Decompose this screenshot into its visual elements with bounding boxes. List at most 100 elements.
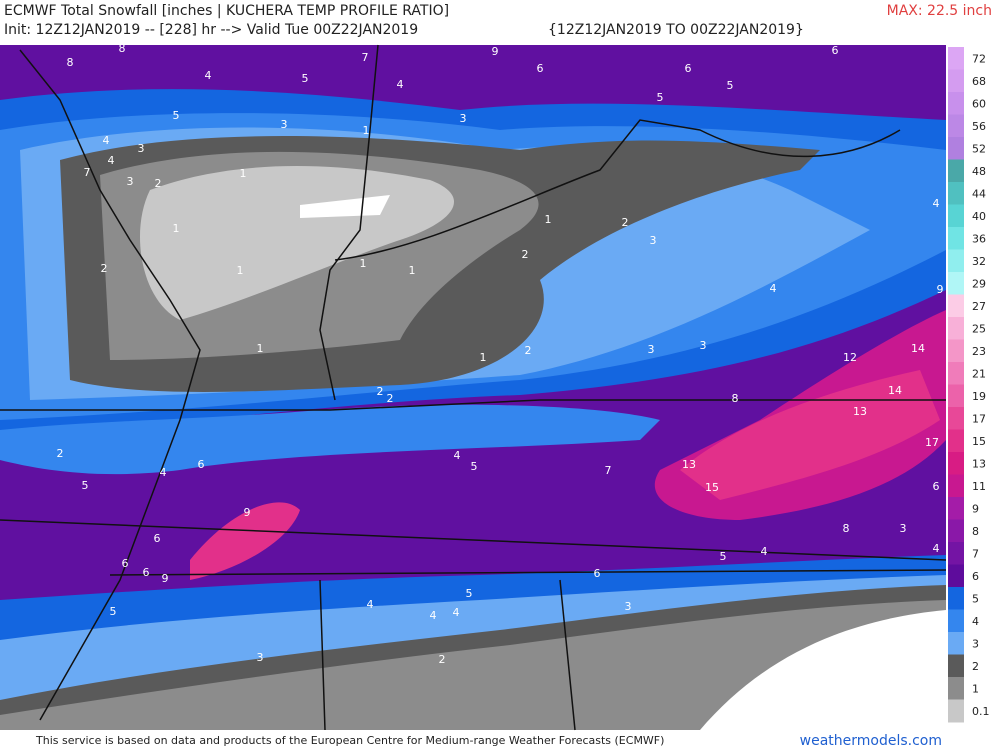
colorbar-label: 17: [972, 412, 986, 425]
contour-label: 3: [900, 522, 907, 535]
colorbar-swatch: [948, 587, 964, 610]
colorbar: 7268605652484440363229272523211917151311…: [948, 47, 990, 723]
contour-label: 17: [925, 436, 939, 449]
colorbar-label: 9: [972, 502, 979, 515]
contour-label: 2: [525, 344, 532, 357]
colorbar-swatch: [948, 699, 964, 723]
contour-label: 3: [127, 175, 134, 188]
contour-label: 4: [205, 69, 212, 82]
colorbar-label: 56: [972, 120, 986, 133]
contour-label: 14: [911, 342, 925, 355]
colorbar-label: 1: [972, 682, 979, 695]
contour-label: 4: [367, 598, 374, 611]
contour-label: 5: [110, 605, 117, 618]
colorbar-swatch: [948, 362, 964, 385]
contour-label: 4: [453, 606, 460, 619]
colorbar-swatch: [948, 114, 964, 138]
contour-label: 6: [594, 567, 601, 580]
contour-label: 7: [84, 166, 91, 179]
colorbar-label: 27: [972, 300, 986, 313]
contour-label: 1: [257, 342, 264, 355]
colorbar-label: 32: [972, 255, 986, 268]
colorbar-swatch: [948, 339, 964, 363]
contour-label: 6: [122, 557, 129, 570]
colorbar-label: 44: [972, 187, 986, 200]
contour-label: 3: [650, 234, 657, 247]
colorbar-swatch: [948, 92, 964, 115]
contour-label: 2: [101, 262, 108, 275]
colorbar-swatch: [948, 384, 964, 408]
contour-label: 7: [362, 51, 369, 64]
colorbar-swatch: [948, 272, 964, 295]
contour-label: 4: [430, 609, 437, 622]
contour-label: 5: [302, 72, 309, 85]
colorbar-label: 52: [972, 142, 986, 155]
contour-label: 12: [843, 351, 857, 364]
contour-label: 4: [933, 197, 940, 210]
contour-label: 6: [143, 566, 150, 579]
contour-label: 2: [155, 177, 162, 190]
contour-label: 4: [108, 154, 115, 167]
contour-label: 4: [160, 466, 167, 479]
colorbar-swatch: [948, 474, 964, 498]
colorbar-label: 3: [972, 637, 979, 650]
contour-label: 3: [625, 600, 632, 613]
colorbar-swatch: [948, 497, 964, 520]
colorbar-swatch: [948, 137, 964, 160]
colorbar-label: 29: [972, 277, 986, 290]
colorbar-label: 7: [972, 547, 979, 560]
contour-label: 5: [727, 79, 734, 92]
colorbar-label: 4: [972, 615, 979, 628]
colorbar-label: 6: [972, 570, 979, 583]
colorbar-label: 19: [972, 390, 986, 403]
title: ECMWF Total Snowfall [inches | KUCHERA T…: [4, 3, 450, 19]
contour-label: 1: [363, 124, 370, 137]
colorbar-swatch: [948, 609, 964, 633]
colorbar-label: 5: [972, 592, 979, 605]
contour-label: 1: [480, 351, 487, 364]
colorbar-label: 72: [972, 52, 986, 65]
colorbar-swatch: [948, 204, 964, 228]
colorbar-swatch: [948, 519, 964, 543]
contour-label: 3: [257, 651, 264, 664]
colorbar-label: 48: [972, 165, 986, 178]
contour-label: 6: [685, 62, 692, 75]
colorbar-label: 68: [972, 75, 986, 88]
contour-label: 1: [237, 264, 244, 277]
colorbar-label: 40: [972, 210, 986, 223]
footer-note: This service is based on data and produc…: [35, 734, 664, 747]
colorbar-label: 2: [972, 660, 979, 673]
colorbar-label: 36: [972, 232, 986, 245]
contour-label: 1: [240, 167, 247, 180]
colorbar-swatch: [948, 429, 964, 453]
contour-label: 15: [705, 481, 719, 494]
contour-label: 13: [853, 405, 867, 418]
contour-label: 13: [682, 458, 696, 471]
period: {12Z12JAN2019 TO 00Z22JAN2019}: [548, 22, 804, 38]
contour-label: 5: [82, 479, 89, 492]
contour-label: 2: [377, 385, 384, 398]
contour-label: 5: [471, 460, 478, 473]
colorbar-swatch: [948, 294, 964, 318]
colorbar-swatch: [948, 249, 964, 273]
contour-label: 4: [933, 542, 940, 555]
contour-label: 2: [439, 653, 446, 666]
contour-label: 4: [761, 545, 768, 558]
snow-field: [0, 45, 946, 730]
borders: [0, 44, 947, 731]
brand: weathermodels.com: [800, 733, 942, 749]
contour-label: 9: [162, 572, 169, 585]
colorbar-label: 11: [972, 480, 986, 493]
contour-label: 4: [103, 134, 110, 147]
contour-label: 9: [937, 283, 944, 296]
colorbar-swatch: [948, 452, 964, 475]
contour-label: 1: [545, 213, 552, 226]
colorbar-label: 15: [972, 435, 986, 448]
contour-label: 5: [657, 91, 664, 104]
contour-label: 2: [622, 216, 629, 229]
colorbar-swatch: [948, 47, 964, 70]
contour-label: 3: [281, 118, 288, 131]
contour-label: 1: [360, 257, 367, 270]
